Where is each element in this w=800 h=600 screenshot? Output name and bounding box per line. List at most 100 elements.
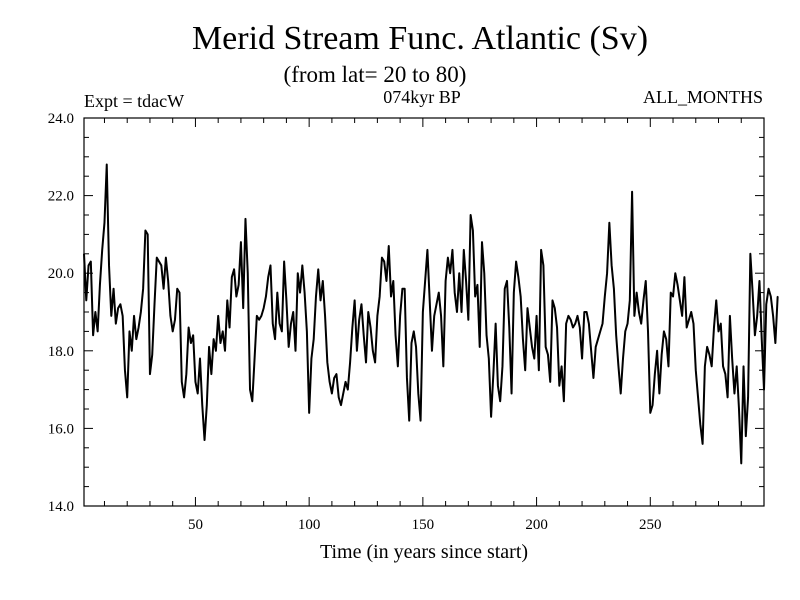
data-point	[649, 412, 651, 414]
data-point	[617, 365, 620, 367]
data-point	[263, 307, 265, 309]
data-point	[454, 292, 456, 294]
data-point	[567, 315, 570, 317]
data-point	[360, 303, 363, 305]
data-point	[167, 280, 169, 282]
data-point	[476, 284, 479, 286]
axis-ticks	[84, 117, 765, 507]
data-point	[438, 292, 440, 294]
data-point	[658, 392, 660, 395]
data-point	[299, 292, 301, 294]
data-point	[631, 191, 633, 193]
data-point	[124, 369, 126, 371]
data-point	[720, 323, 722, 325]
data-point	[429, 299, 431, 301]
data-point	[165, 257, 167, 259]
data-point	[702, 443, 704, 445]
data-point	[706, 346, 708, 348]
data-point	[399, 315, 401, 317]
data-point	[754, 334, 756, 336]
data-point	[365, 361, 367, 364]
data-point	[651, 404, 654, 406]
data-point	[661, 354, 663, 356]
data-point	[217, 315, 219, 317]
data-point	[758, 280, 761, 282]
y-tick-label: 14.0	[48, 499, 74, 515]
data-point	[629, 299, 631, 301]
data-point	[92, 334, 94, 336]
data-point	[219, 342, 222, 344]
data-point	[367, 311, 369, 313]
data-point	[97, 330, 99, 332]
data-point	[645, 280, 647, 282]
data-point	[681, 315, 683, 317]
data-point	[244, 218, 247, 220]
data-point	[624, 330, 626, 332]
data-point	[228, 326, 231, 329]
data-point	[410, 342, 413, 344]
data-point	[638, 311, 640, 313]
data-point	[172, 330, 174, 332]
data-point	[374, 361, 376, 364]
data-point	[745, 435, 747, 437]
data-point	[231, 276, 233, 278]
data-point	[208, 346, 210, 348]
data-point	[197, 392, 199, 395]
data-point	[90, 260, 92, 263]
data-point	[665, 338, 667, 340]
data-point	[574, 323, 576, 325]
data-point	[379, 295, 381, 298]
y-tick-label: 20.0	[48, 266, 74, 282]
data-point	[474, 295, 476, 298]
data-point	[433, 315, 435, 317]
data-point	[85, 299, 87, 301]
data-point	[435, 303, 438, 305]
data-point	[401, 288, 403, 290]
data-point	[551, 299, 554, 301]
data-point	[695, 369, 697, 371]
data-point	[656, 350, 658, 352]
data-point	[344, 381, 347, 383]
data-point	[704, 365, 706, 367]
data-point	[692, 323, 695, 325]
data-point	[540, 249, 542, 251]
series-line	[83, 163, 779, 465]
data-point	[670, 292, 672, 294]
data-point	[774, 342, 776, 344]
data-point	[495, 323, 497, 325]
data-point	[256, 315, 258, 317]
data-point	[413, 330, 415, 332]
data-point	[213, 338, 215, 340]
data-point	[169, 315, 172, 317]
data-point	[529, 326, 531, 329]
data-point	[672, 295, 674, 298]
data-point	[188, 326, 190, 329]
y-tick-label: 18.0	[48, 344, 74, 360]
data-point	[242, 307, 244, 309]
data-point	[501, 365, 504, 367]
data-point	[727, 396, 729, 398]
data-point	[490, 416, 492, 418]
data-point	[110, 315, 112, 317]
data-point	[354, 299, 356, 301]
data-point	[131, 350, 133, 352]
data-point	[626, 323, 629, 325]
data-point	[135, 338, 137, 340]
data-point	[276, 292, 278, 294]
data-point	[588, 323, 590, 325]
data-point	[385, 280, 388, 282]
data-point	[595, 346, 597, 348]
data-point	[601, 323, 604, 325]
x-tick-label: 150	[412, 517, 435, 533]
data-point	[151, 354, 153, 356]
data-point	[103, 222, 106, 224]
data-point	[222, 330, 224, 332]
data-point	[740, 462, 742, 464]
data-point	[506, 280, 508, 282]
data-point	[713, 326, 715, 329]
data-point	[210, 373, 212, 375]
data-point	[329, 381, 331, 383]
data-point	[87, 264, 90, 267]
x-tick-label: 50	[188, 517, 203, 533]
data-point	[731, 357, 733, 360]
